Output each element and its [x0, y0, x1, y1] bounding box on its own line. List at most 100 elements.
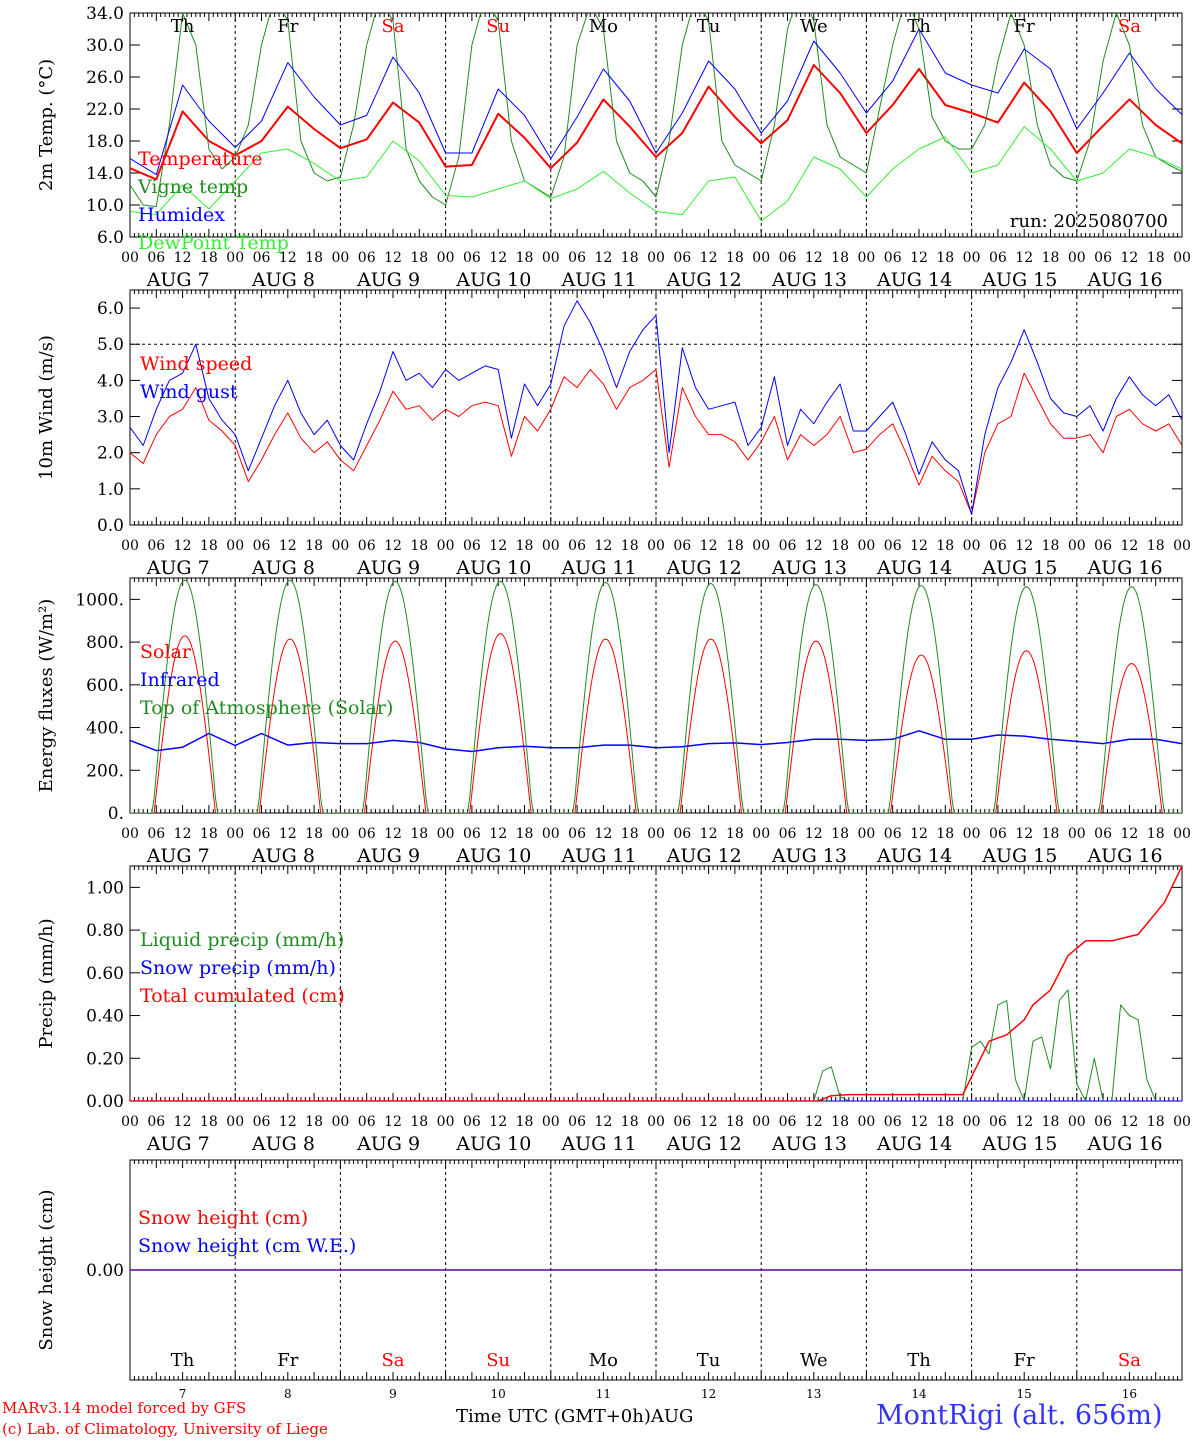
hour-label: 00 [437, 250, 455, 266]
hour-label: 12 [910, 1114, 928, 1130]
y-axis-label: Energy fluxes (W/m²) [36, 599, 57, 793]
date-label: AUG 14 [876, 269, 952, 291]
hour-label: 00 [121, 1114, 139, 1130]
day-label-top: Th [907, 16, 931, 37]
hour-label: 06 [358, 826, 376, 842]
y-tick-label: 6.0 [97, 228, 124, 248]
date-label: AUG 12 [666, 269, 742, 291]
hour-label: 06 [673, 250, 691, 266]
hour-label: 06 [779, 1114, 797, 1130]
day-label-bottom: Sa [1118, 1350, 1141, 1371]
hour-label: 18 [831, 1114, 849, 1130]
hour-label: 06 [147, 250, 165, 266]
legend-entry: Wind gust [140, 381, 238, 403]
day-number: 12 [701, 1387, 716, 1401]
hour-label: 06 [673, 538, 691, 554]
hour-label: 00 [121, 826, 139, 842]
hour-label: 00 [963, 1114, 981, 1130]
hour-label: 18 [621, 250, 639, 266]
hour-label: 06 [989, 1114, 1007, 1130]
day-label-top: Sa [381, 16, 404, 37]
day-label-bottom: We [800, 1350, 828, 1371]
series-line-wind-speed [130, 369, 1182, 515]
legend-entry: Wind speed [140, 353, 252, 375]
y-tick-label: 4.0 [97, 371, 124, 391]
hour-label: 00 [857, 250, 875, 266]
hour-label: 06 [673, 826, 691, 842]
hour-label: 06 [568, 538, 586, 554]
hour-label: 00 [331, 1114, 349, 1130]
panel-wind: 0.0 1.0 2.0 3.0 4.0 5.0 6.0 10m Wind (m/s) Wind … [36, 289, 1191, 579]
panel-temp: 6.0 10.0 14.0 18.0 22.0 26.0 30.0 34.0 2m Temp. … [36, 4, 1191, 291]
legend-entry: Vigne temp [137, 176, 248, 198]
hour-label: 12 [384, 538, 402, 554]
hour-label: 06 [884, 538, 902, 554]
date-label: AUG 15 [981, 557, 1057, 579]
date-label: AUG 14 [876, 1133, 952, 1155]
hour-label: 18 [1147, 250, 1165, 266]
y-tick-label: 0.40 [86, 1007, 124, 1027]
series-line-top-of-atmosphere-solar- [130, 579, 1182, 813]
hour-label: 18 [516, 538, 534, 554]
date-label: AUG 15 [981, 269, 1057, 291]
hour-label: 12 [1120, 538, 1138, 554]
hour-label: 06 [779, 250, 797, 266]
hour-label: 12 [489, 250, 507, 266]
hour-label: 00 [437, 826, 455, 842]
hour-label: 00 [226, 826, 244, 842]
hour-label: 06 [358, 250, 376, 266]
legend-entry: Snow height (cm) [138, 1207, 308, 1229]
day-label-top: Su [486, 16, 510, 37]
date-label: AUG 10 [455, 1133, 531, 1155]
hour-label: 12 [489, 1114, 507, 1130]
date-label: AUG 9 [356, 845, 420, 867]
hour-label: 00 [963, 538, 981, 554]
hour-label: 18 [410, 1114, 428, 1130]
hour-label: 18 [1042, 538, 1060, 554]
day-label-top: Fr [1014, 16, 1035, 37]
hour-label: 12 [805, 538, 823, 554]
hour-label: 00 [857, 826, 875, 842]
day-number: 7 [179, 1387, 187, 1401]
hour-label: 12 [805, 1114, 823, 1130]
hour-label: 12 [279, 826, 297, 842]
date-label: AUG 10 [455, 845, 531, 867]
hour-label: 12 [700, 250, 718, 266]
hour-label: 06 [989, 826, 1007, 842]
day-label-top: Fr [277, 16, 298, 37]
hour-label: 06 [1094, 826, 1112, 842]
y-axis-label: 10m Wind (m/s) [36, 335, 57, 480]
hour-label: 18 [305, 1114, 323, 1130]
legend-entry: Infrared [140, 669, 220, 691]
y-tick-label: 22.0 [86, 100, 124, 120]
date-label: AUG 14 [876, 845, 952, 867]
day-number: 9 [389, 1387, 397, 1401]
hour-label: 18 [936, 1114, 954, 1130]
hour-label: 18 [1042, 250, 1060, 266]
day-label-bottom: Fr [1014, 1350, 1035, 1371]
day-label-top: Sa [1118, 16, 1141, 37]
y-tick-label: 400. [86, 719, 124, 739]
hour-label: 12 [279, 1114, 297, 1130]
hour-label: 06 [463, 538, 481, 554]
series-line-vigne-temp [130, 13, 1182, 208]
date-label: AUG 8 [251, 1133, 315, 1155]
day-label-top: Mo [589, 16, 618, 37]
legend-entry: Humidex [138, 204, 225, 226]
hour-label: 06 [253, 826, 271, 842]
legend-entry: Total cumulated (cm) [140, 985, 345, 1007]
legend-entry: Solar [140, 641, 192, 663]
y-tick-label: 200. [86, 761, 124, 781]
hour-label: 00 [437, 1114, 455, 1130]
hour-label: 06 [884, 826, 902, 842]
y-tick-label: 600. [86, 676, 124, 696]
hour-label: 12 [594, 826, 612, 842]
hour-label: 06 [673, 1114, 691, 1130]
hour-label: 18 [516, 826, 534, 842]
date-label: AUG 10 [455, 557, 531, 579]
hour-label: 00 [647, 1114, 665, 1130]
date-label: AUG 7 [146, 845, 210, 867]
date-label: AUG 16 [1086, 557, 1162, 579]
date-label: AUG 7 [146, 1133, 210, 1155]
hour-label: 12 [1015, 826, 1033, 842]
